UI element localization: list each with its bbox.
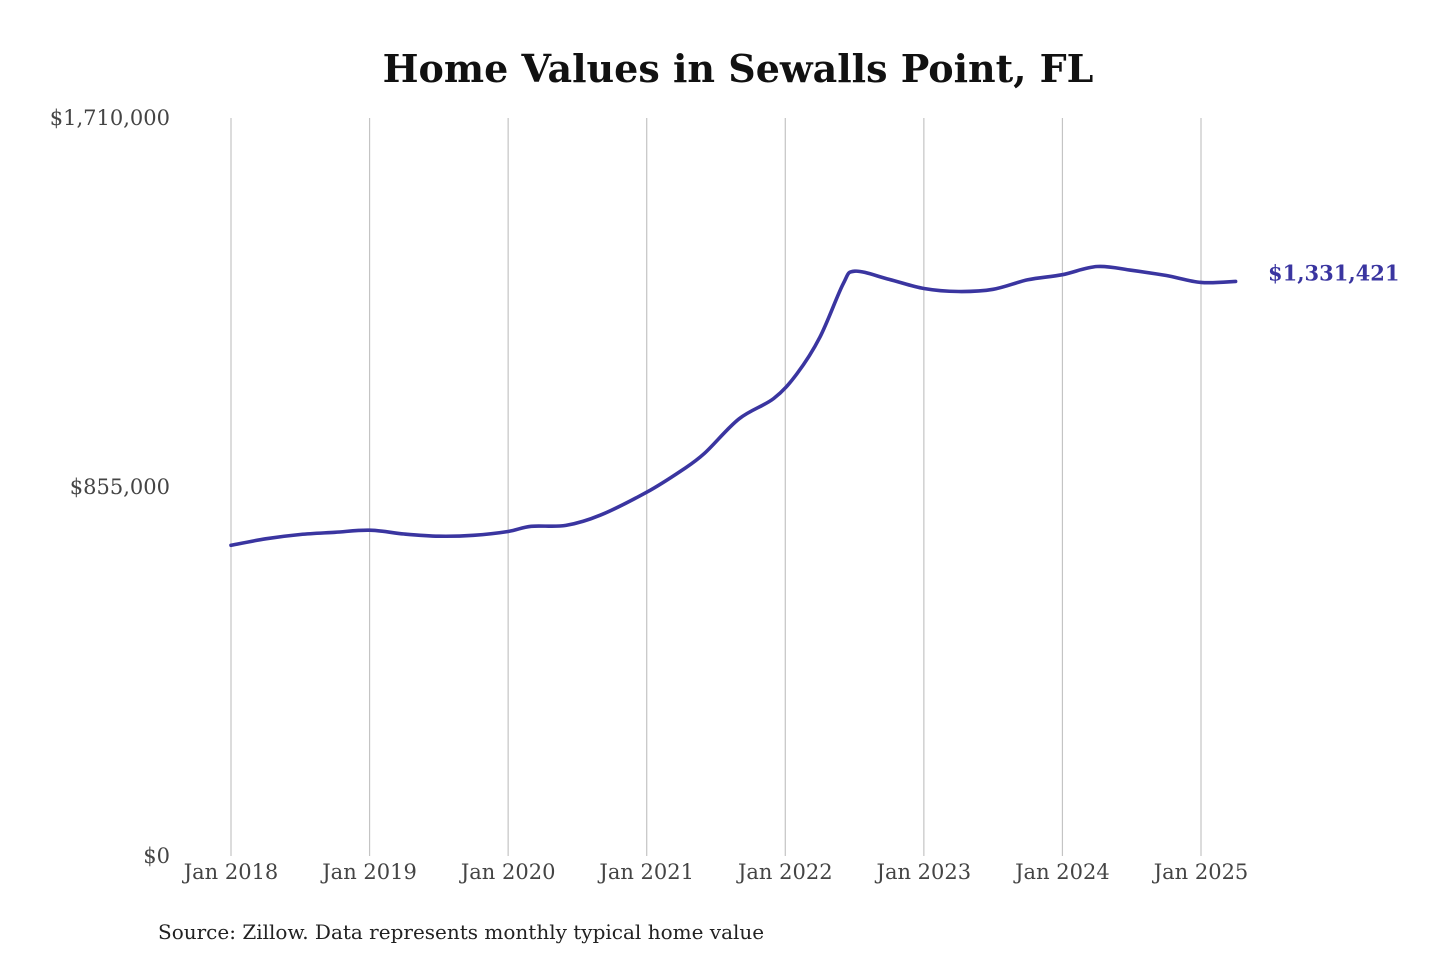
x-tick-label: Jan 2018 (182, 860, 279, 884)
x-tick-label: Jan 2020 (459, 860, 556, 884)
x-tick-label: Jan 2021 (597, 860, 694, 884)
series-line (229, 264, 1238, 548)
chart-title: Home Values in Sewalls Point, FL (383, 46, 1094, 91)
x-tick-label: Jan 2024 (1013, 860, 1110, 884)
series-layer: $1,331,421 (229, 260, 1400, 548)
y-tick-label: $0 (143, 844, 170, 868)
grid-lines (230, 118, 1202, 856)
x-tick-label: Jan 2019 (320, 860, 417, 884)
end-value-label: $1,331,421 (1268, 260, 1400, 285)
y-tick-label: $855,000 (70, 475, 170, 499)
x-tick-label: Jan 2025 (1152, 860, 1249, 884)
source-note: Source: Zillow. Data represents monthly … (158, 920, 764, 944)
y-axis-ticks: $0 $855,000 $1,710,000 (50, 106, 170, 868)
y-tick-label: $1,710,000 (50, 106, 170, 130)
x-tick-label: Jan 2023 (875, 860, 972, 884)
x-axis-ticks: Jan 2018 Jan 2019 Jan 2020 Jan 2021 Jan 2022… (182, 860, 1249, 884)
x-tick-label: Jan 2022 (736, 860, 833, 884)
